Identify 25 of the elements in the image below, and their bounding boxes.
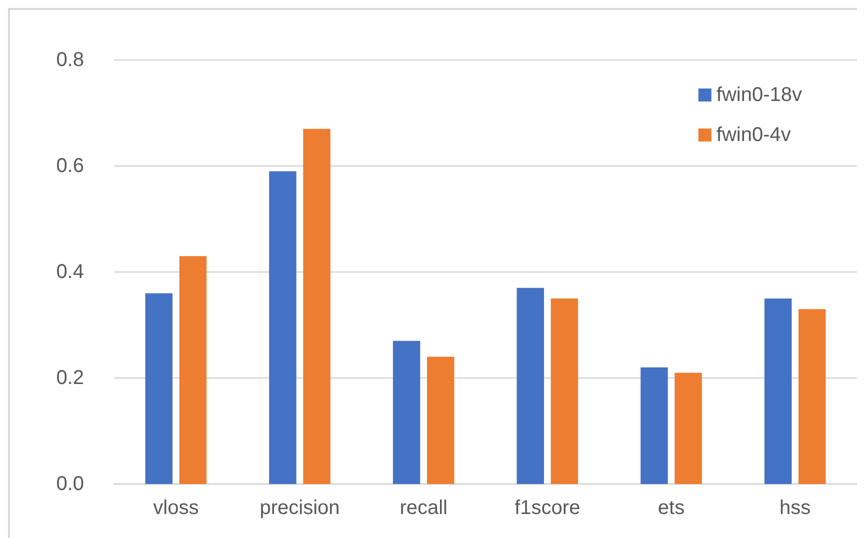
bar: [550, 298, 578, 484]
x-tick-label: recall: [400, 497, 448, 519]
y-tick-label: 0.4: [56, 261, 84, 283]
bar: [426, 356, 454, 484]
x-tick-label: precision: [260, 497, 340, 519]
bar: [145, 293, 173, 484]
x-tick-label: vloss: [153, 497, 199, 519]
bar: [764, 298, 792, 484]
y-tick-label: 0.6: [56, 155, 84, 177]
x-tick-label: hss: [780, 497, 811, 519]
y-tick-label: 0.0: [56, 473, 84, 495]
bar: [640, 367, 668, 484]
y-tick-label: 0.2: [56, 367, 84, 389]
bar: [392, 340, 420, 484]
bar: [674, 372, 702, 484]
x-tick-label: ets: [658, 497, 685, 519]
x-tick-label: f1score: [514, 497, 580, 519]
legend-label: fwin0-4v: [716, 124, 791, 146]
bar: [516, 288, 544, 484]
y-tick-label: 0.8: [56, 49, 84, 71]
bar: [303, 128, 330, 484]
bar: [269, 171, 296, 484]
legend-label: fwin0-18v: [716, 84, 802, 106]
bar: [798, 309, 826, 484]
bar: [179, 256, 207, 484]
